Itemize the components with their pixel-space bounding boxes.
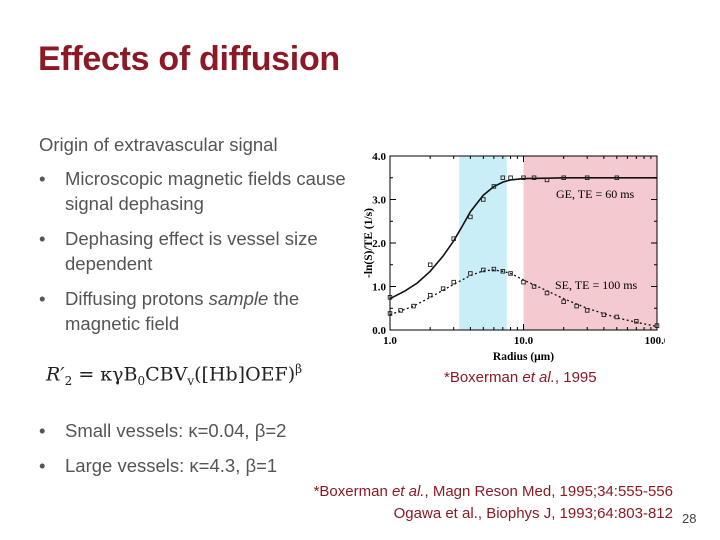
highlight-band [523,156,657,330]
reference-boxerman: *Boxerman et al., Magn Reson Med, 1995;3… [314,483,673,500]
y-tick-label: 3.0 [372,195,386,207]
bullet-text: Diffusing protons [65,288,209,309]
data-point [481,267,486,273]
data-point [468,271,473,276]
data-point [521,279,526,285]
data-point [440,286,446,291]
figure-citation: *Boxerman et al., 1995 [444,369,597,386]
y-tick-label: 4.0 [372,151,386,163]
bullet-text: Small vessels: κ=0.04, β=2 [65,420,287,441]
data-point [500,175,506,181]
reference-prefix: *Boxerman [313,483,392,500]
data-point [411,303,416,309]
bullet-marker: • [39,168,46,189]
data-point [508,175,513,181]
bullet-emphasis: sample [208,288,269,309]
data-point [544,177,550,183]
x-tick-label: 1.0 [383,335,397,347]
subheading: Origin of extravascular signal [39,134,278,155]
highlight-bands [459,156,657,330]
equation-v-subscript: v [187,374,195,389]
bullet-item: • Dephasing effect is vessel size depend… [39,226,359,276]
reference-ogawa: Ogawa et al., Biophys J, 1993;64:803-812 [393,505,673,522]
page-number: 28 [682,511,697,526]
bullet-item: • Large vessels: κ=4.3, β=1 [39,453,359,478]
bullet-marker: • [39,455,46,476]
series-label-se: SE, TE = 100 ms [555,278,638,292]
bullet-item: • Microscopic magnetic fields cause sign… [39,166,359,216]
equation-exponent: β [295,362,303,376]
bullet-text: Dephasing effect is vessel size dependen… [65,228,318,274]
bullet-marker: • [39,228,46,249]
data-point [427,292,433,298]
bullet-marker: • [39,420,46,441]
data-point [491,266,497,272]
series-label-ge: GE, TE = 60 ms [556,187,635,201]
equation-bracket: ([Hb]OEF) [194,363,296,386]
data-point [561,299,566,304]
data-point [574,303,579,309]
y-tick-label: 0.0 [372,325,386,337]
bullet-text-tail: the magnetic field [65,288,300,334]
x-tick-label: 10.0 [514,335,534,347]
citation-etal: et al. [522,369,555,386]
equation-b0-subscript: 0 [137,374,146,389]
data-point [584,308,590,313]
equation-lhs-subscript: 2 [64,374,73,389]
equation-rhs: = κγB [78,363,138,386]
data-point [544,290,550,296]
axis-ticks [389,155,658,331]
bullet-list-bottom: • Small vessels: κ=0.04, β=2 • Large ves… [39,418,359,488]
x-tick-label: 100.0 [645,335,665,347]
bullet-text: Large vessels: κ=4.3, β=1 [65,455,278,476]
bullet-item: • Diffusing protons sample the magnetic … [39,286,359,336]
data-point [427,262,433,267]
data-point [508,271,513,276]
data-point [481,197,486,202]
bullet-text: Microscopic magnetic fields cause signal… [65,168,346,214]
series-points [387,175,660,328]
data-point [398,308,403,313]
equation-lhs: R′ [46,363,65,386]
bullet-marker: • [39,288,46,309]
data-point [634,319,639,324]
data-point [601,312,607,318]
reference-suffix: , Magn Reson Med, 1995;34:555-556 [424,483,673,500]
bullet-list-top: • Microscopic magnetic fields cause sign… [39,166,359,346]
data-point [531,284,537,289]
data-point [500,269,506,274]
data-point [468,214,473,220]
citation-prefix: *Boxerman [444,369,523,386]
citation-year: , 1995 [554,369,597,386]
data-point [491,184,497,189]
y-tick-label: 2.0 [372,238,386,250]
data-point [614,314,620,320]
r2-equation: R′2 = κγB0CBVv([Hb]OEF)β [46,362,302,388]
data-point [451,236,456,241]
highlight-band [459,156,507,330]
data-point [614,175,620,181]
data-point [521,175,526,181]
y-axis-label: -ln(S)/TE (1/s) [363,208,375,278]
series-line [389,177,657,300]
data-point [561,175,566,181]
data-point [584,175,590,181]
x-axis-label: Radius (μm) [493,351,554,363]
x-tick-labels: 1.0 10.0 100.0 [383,335,665,347]
bullet-item: • Small vessels: κ=0.04, β=2 [39,418,359,443]
reference-etal: et al. [391,483,425,500]
slide-title: Effects of diffusion [38,40,340,78]
data-point [451,279,456,285]
y-tick-label: 1.0 [372,282,386,294]
y-tick-labels: 0.0 1.0 2.0 3.0 4.0 [372,151,386,337]
data-point [531,175,537,181]
equation-cbv: CBV [145,363,188,386]
